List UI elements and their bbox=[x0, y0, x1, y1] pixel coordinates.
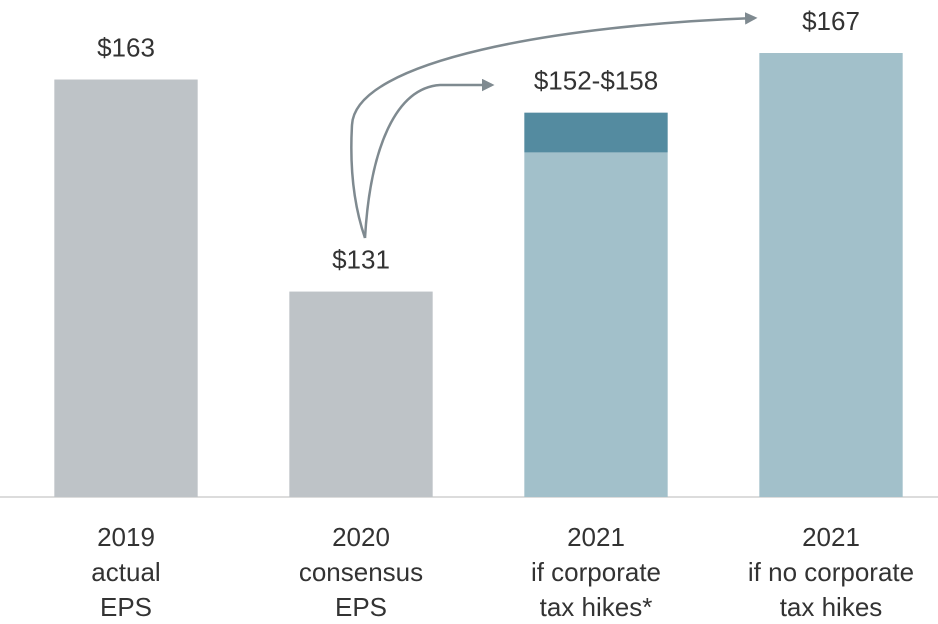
bar bbox=[289, 291, 433, 497]
x-tick-label: 2019 bbox=[97, 522, 155, 552]
range-bar bbox=[524, 112, 668, 153]
x-tick-label: consensus bbox=[299, 557, 423, 587]
bar bbox=[524, 152, 668, 497]
x-tick-label: 2021 bbox=[567, 522, 625, 552]
bar bbox=[54, 79, 198, 498]
value-label: $163 bbox=[97, 32, 155, 62]
x-tick-label: if no corporate bbox=[748, 557, 914, 587]
value-label: $152-$158 bbox=[534, 66, 658, 96]
x-tick-label: tax hikes bbox=[780, 592, 883, 622]
arrow bbox=[350, 12, 758, 239]
x-tick-label: EPS bbox=[335, 592, 387, 622]
bar bbox=[759, 53, 903, 497]
x-tick-label: 2020 bbox=[332, 522, 390, 552]
arrow bbox=[363, 78, 495, 239]
x-tick-label: EPS bbox=[100, 592, 152, 622]
x-tick-label: actual bbox=[91, 557, 160, 587]
x-tick-label: 2021 bbox=[802, 522, 860, 552]
value-label: $131 bbox=[332, 244, 390, 274]
x-tick-label: if corporate bbox=[531, 557, 661, 587]
x-tick-label: tax hikes* bbox=[540, 592, 653, 622]
value-label: $167 bbox=[802, 6, 860, 36]
